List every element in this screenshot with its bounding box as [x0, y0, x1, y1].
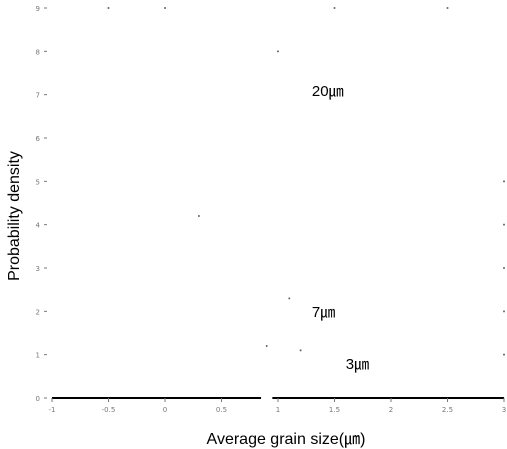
- y-tick-label: 8: [36, 48, 40, 56]
- x-tick-label: 1.5: [329, 406, 340, 414]
- data-point: [164, 7, 166, 9]
- y-tick-label: 9: [36, 5, 40, 13]
- y-tick-label: 3: [36, 265, 40, 273]
- annotation-7um: 7㎛: [311, 304, 336, 322]
- x-tick-labels: -1 -0.5 0 0.5 1 1.5 2 2.5 3: [49, 398, 506, 414]
- x-tick-label: 0: [163, 406, 167, 414]
- data-point: [503, 310, 505, 313]
- y-tick-labels: 0 1 2 3 4 5 6 7 8 9: [36, 5, 47, 403]
- x-tick-label: 3: [502, 406, 506, 414]
- x-tick-label: 2: [389, 406, 393, 414]
- x-tick-label: 2.5: [442, 406, 453, 414]
- y-tick-label: 4: [36, 222, 41, 230]
- data-point: [107, 7, 110, 9]
- data-point: [503, 223, 505, 226]
- data-point: [503, 267, 505, 269]
- y-tick-label: 5: [36, 178, 40, 186]
- data-point: [446, 7, 449, 9]
- y-tick-label: 0: [36, 395, 40, 403]
- y-tick-label: 7: [36, 92, 40, 100]
- x-tick-label: -0.5: [102, 406, 116, 414]
- x-tick-label: 1: [276, 406, 280, 414]
- x-axis-label: Average grain size(㎛): [206, 431, 366, 448]
- data-point: [277, 50, 279, 53]
- data-point: [503, 353, 505, 356]
- data-point: [333, 7, 336, 9]
- y-tick-label: 6: [36, 135, 41, 143]
- x-tick-label: -1: [49, 406, 56, 414]
- data-point: [265, 345, 268, 347]
- y-axis-label: Probability density: [6, 151, 23, 281]
- y-tick-label: 2: [36, 308, 40, 316]
- data-points: [107, 7, 505, 356]
- y-tick-label: 1: [36, 352, 40, 360]
- data-point: [503, 180, 505, 183]
- x-tick-label: 0.5: [216, 406, 227, 414]
- data-point: [299, 349, 302, 352]
- data-point: [288, 297, 291, 300]
- annotation-3um: 3㎛: [345, 356, 370, 374]
- annotation-20um: 20㎛: [311, 83, 344, 101]
- data-point: [197, 215, 200, 217]
